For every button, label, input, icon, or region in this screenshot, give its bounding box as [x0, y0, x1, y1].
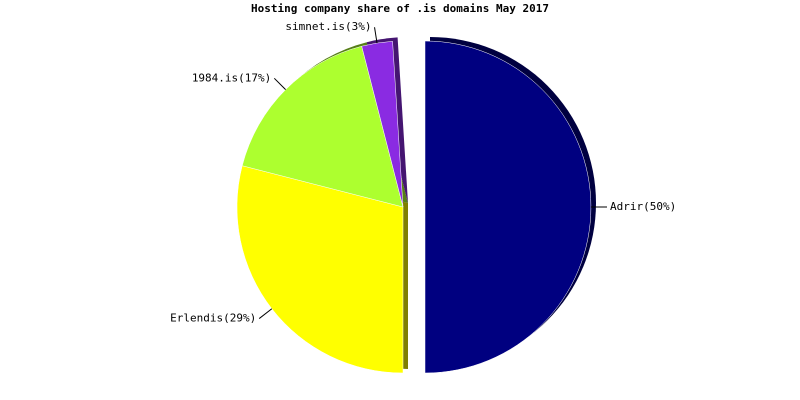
slice [241, 45, 404, 208]
leader-line [273, 77, 286, 90]
leader-line [258, 308, 273, 319]
slice-label: Adrir(50%) [610, 200, 676, 213]
slice-label: 1984.is(17%) [192, 71, 271, 84]
slice-label: simnet.is(3%) [285, 20, 371, 33]
chart-title: Hosting company share of .is domains May… [251, 2, 549, 15]
slice-label: Erlendis(29%) [170, 312, 256, 325]
slice [424, 40, 592, 374]
slice [236, 165, 404, 374]
leader-line [374, 27, 378, 44]
